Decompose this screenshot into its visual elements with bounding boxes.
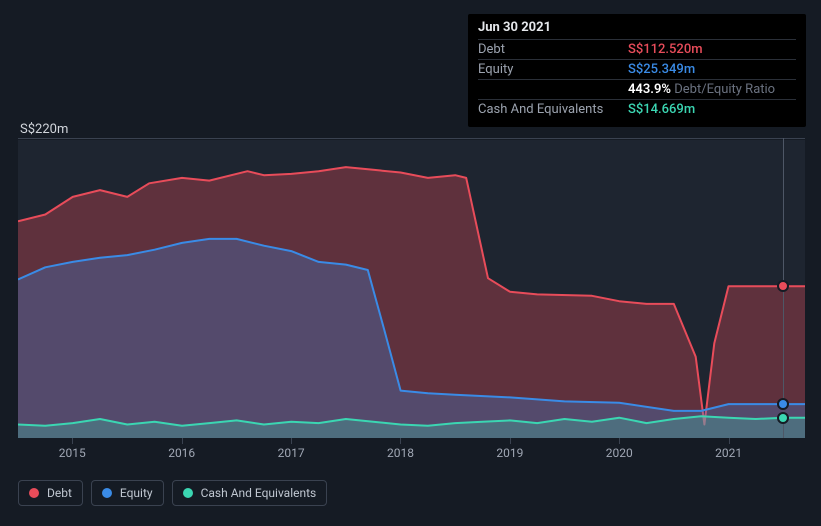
x-axis: 2015 2016 2017 2018 2019 2020 2021 xyxy=(18,438,805,458)
tooltip-row-label xyxy=(478,82,628,97)
tooltip-row-value: S$14.669m xyxy=(628,102,695,117)
x-axis-label: 2020 xyxy=(606,446,633,460)
x-axis-label: 2015 xyxy=(59,446,86,460)
y-axis-max-gridline xyxy=(18,138,805,139)
legend-item[interactable]: Equity xyxy=(91,480,164,506)
x-tick xyxy=(729,438,730,444)
tooltip-title: Jun 30 2021 xyxy=(478,20,796,39)
x-tick xyxy=(510,438,511,444)
x-axis-label: 2017 xyxy=(278,446,305,460)
tooltip-row-label: Cash And Equivalents xyxy=(478,102,628,117)
chart-hover-point xyxy=(777,280,789,292)
legend-dot xyxy=(183,488,193,498)
x-axis-label: 2018 xyxy=(387,446,414,460)
x-axis-label: 2021 xyxy=(715,446,742,460)
legend-dot xyxy=(102,488,112,498)
legend-label: Cash And Equivalents xyxy=(201,486,317,500)
tooltip-row-value: S$112.520m xyxy=(628,42,703,57)
tooltip-row: EquityS$25.349m xyxy=(478,59,796,79)
tooltip-row: 443.9% Debt/Equity Ratio xyxy=(478,79,796,99)
chart-legend: Debt Equity Cash And Equivalents xyxy=(18,480,327,506)
x-tick xyxy=(182,438,183,444)
tooltip-row: Cash And EquivalentsS$14.669m xyxy=(478,99,796,119)
x-axis-label: 2016 xyxy=(168,446,195,460)
chart-hover-point xyxy=(777,412,789,424)
tooltip-row-label: Debt xyxy=(478,42,628,57)
x-tick xyxy=(72,438,73,444)
tooltip-row-value: S$25.349m xyxy=(628,62,695,77)
chart-hover-point xyxy=(777,398,789,410)
legend-item[interactable]: Debt xyxy=(18,480,83,506)
x-tick xyxy=(291,438,292,444)
legend-label: Equity xyxy=(120,486,153,500)
legend-dot xyxy=(29,488,39,498)
legend-item[interactable]: Cash And Equivalents xyxy=(172,480,328,506)
chart-plot-area[interactable] xyxy=(18,140,805,438)
tooltip-row-label: Equity xyxy=(478,62,628,77)
x-tick xyxy=(400,438,401,444)
tooltip-row: DebtS$112.520m xyxy=(478,39,796,59)
tooltip-row-value: 443.9% Debt/Equity Ratio xyxy=(628,82,775,97)
x-axis-label: 2019 xyxy=(496,446,523,460)
legend-label: Debt xyxy=(47,486,72,500)
chart-tooltip: Jun 30 2021 DebtS$112.520mEquityS$25.349… xyxy=(468,14,806,127)
y-axis-max-label: S$220m xyxy=(20,122,68,137)
x-tick xyxy=(619,438,620,444)
